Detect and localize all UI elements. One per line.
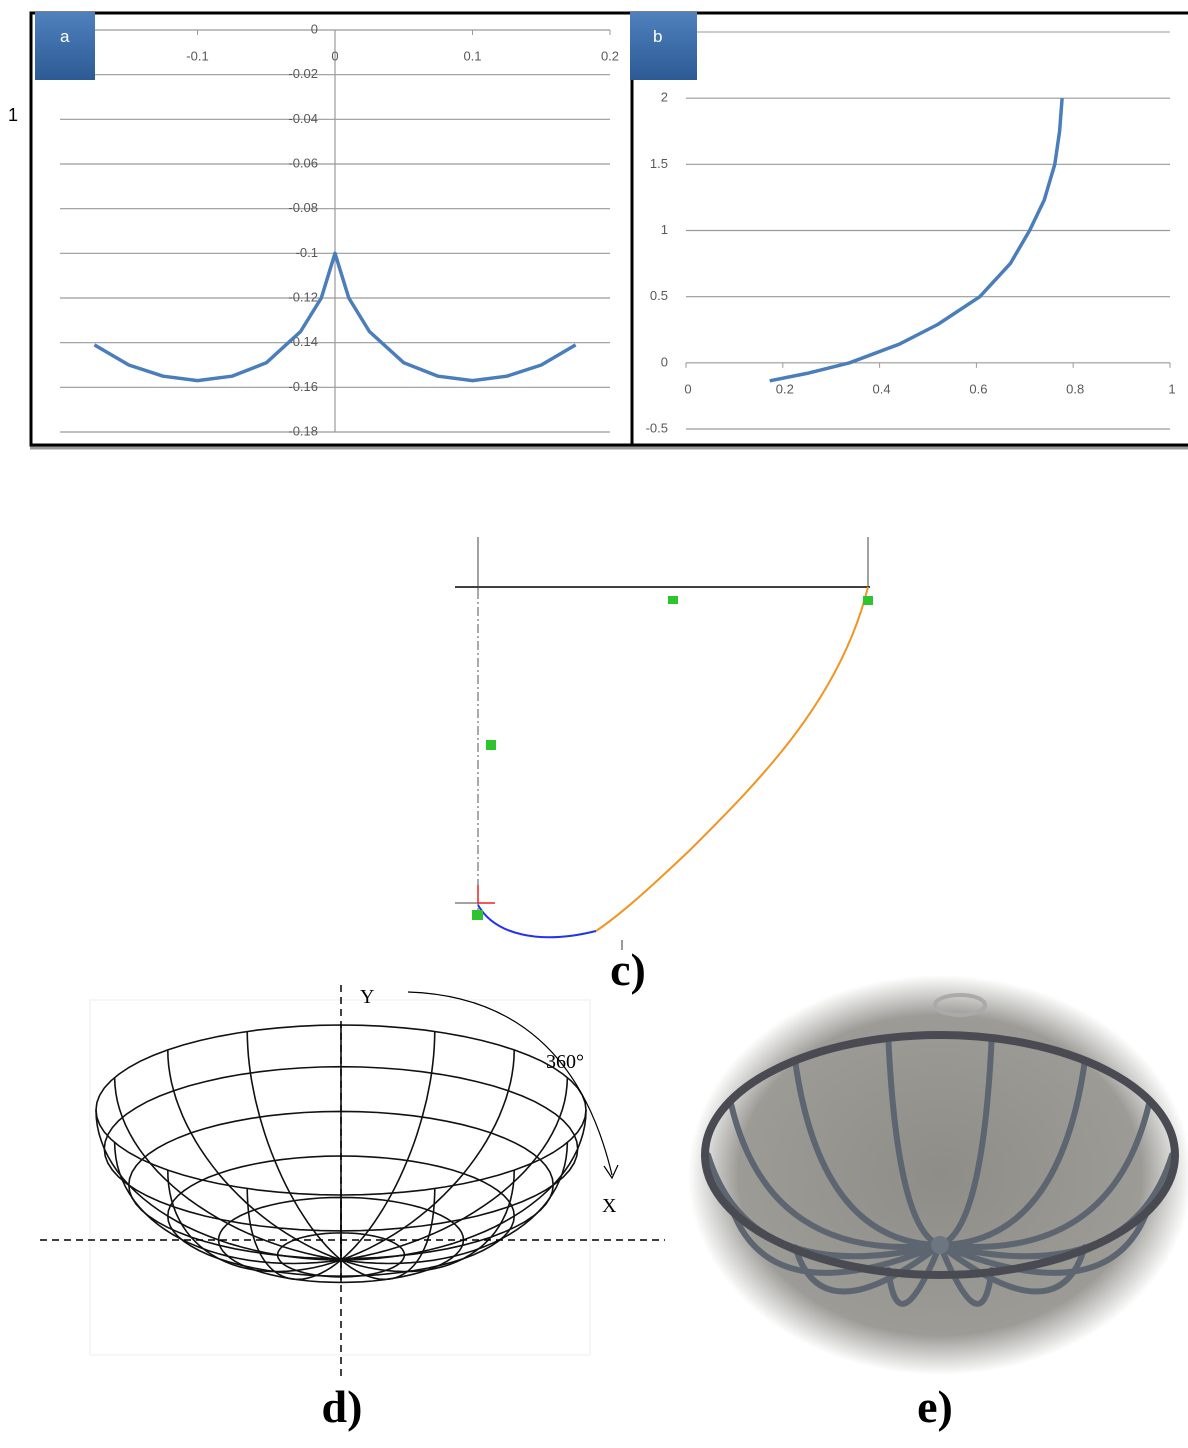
y-tick-label: 1.5 xyxy=(650,156,668,171)
constraint-icon xyxy=(472,910,483,920)
charts: 0-0.02-0.04-0.06-0.08-0.1-0.12-0.14-0.16… xyxy=(60,21,1176,438)
constraint-icon xyxy=(486,740,496,750)
meridian-line xyxy=(168,1050,341,1260)
x-tick-label: -0.1 xyxy=(186,48,208,63)
panel-frame xyxy=(632,13,1188,445)
sketch xyxy=(455,537,873,950)
y-tick-label: 0 xyxy=(661,354,668,369)
x-tick-label: 1 xyxy=(1168,381,1175,396)
y-tick-label: 0.5 xyxy=(650,288,668,303)
y-tick-label: 1 xyxy=(661,222,668,237)
data-line xyxy=(770,98,1062,381)
y-tick-label: -0.06 xyxy=(288,155,318,170)
x-tick-label: 0 xyxy=(684,381,691,396)
panel-label: c) xyxy=(610,944,646,995)
constraint-icon xyxy=(863,596,873,605)
side-label: 1 xyxy=(8,105,18,125)
y-tick-label: -0.08 xyxy=(288,200,318,215)
meridian-line xyxy=(341,1078,567,1261)
y-tick-label: -0.18 xyxy=(288,423,318,438)
panel-label: d) xyxy=(322,1381,363,1432)
x-tick-label: 0.1 xyxy=(463,48,481,63)
profile-arc xyxy=(478,905,596,937)
y-tick-label: -0.04 xyxy=(288,111,318,126)
panel-label: a xyxy=(60,27,70,46)
meridian-line xyxy=(341,1050,514,1260)
page: 1 0-0.02-0.04-0.06-0.08-0.1-0.12-0.14-0.… xyxy=(0,0,1188,1448)
y-tick-label: 2 xyxy=(661,90,668,105)
x-tick-label: 0.4 xyxy=(873,381,891,396)
figure: 1 0-0.02-0.04-0.06-0.08-0.1-0.12-0.14-0.… xyxy=(0,0,1188,1448)
panel-frame xyxy=(31,13,632,445)
meridian-line xyxy=(115,1078,341,1261)
x-tick-label: 0.2 xyxy=(601,48,619,63)
axis-label: Y xyxy=(360,986,374,1008)
x-tick-label: 0.2 xyxy=(776,381,794,396)
y-tick-label: -0.12 xyxy=(288,289,318,304)
angle-label: 360° xyxy=(546,1051,584,1073)
panel-label-box xyxy=(35,12,95,80)
x-tick-label: 0 xyxy=(331,48,338,63)
photo xyxy=(688,975,1188,1375)
x-tick-label: 0.6 xyxy=(969,381,987,396)
panel-label-box xyxy=(630,12,697,80)
y-tick-label: -0.02 xyxy=(288,66,318,81)
y-tick-label: -0.16 xyxy=(288,379,318,394)
axis-label: X xyxy=(602,1195,617,1217)
panel-label: e) xyxy=(917,1381,953,1432)
y-tick-label: 0 xyxy=(311,21,318,36)
x-tick-label: 0.8 xyxy=(1066,381,1084,396)
y-tick-label: -0.5 xyxy=(646,420,668,435)
wireframe-frame xyxy=(90,1000,590,1355)
panel-label: b xyxy=(653,27,662,46)
constraint-icon xyxy=(668,596,678,604)
profile-curve xyxy=(596,587,868,931)
basket-hub xyxy=(931,1236,949,1254)
y-tick-label: -0.1 xyxy=(296,245,318,260)
